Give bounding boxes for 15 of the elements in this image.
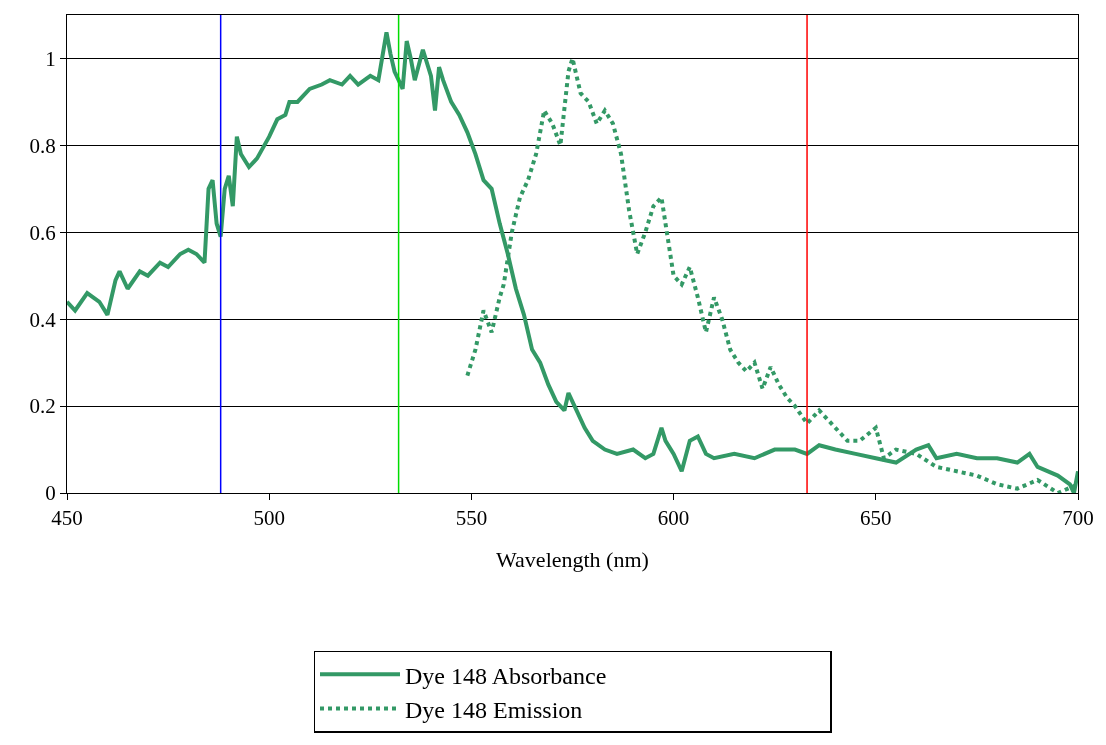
legend-label: Dye 148 Emission [405,696,583,723]
y-tick-label: 0.2 [29,394,56,419]
x-tick-label: 650 [860,506,892,531]
legend-label: Dye 148 Absorbance [405,662,607,689]
x-tick-label: 600 [657,506,690,531]
x-axis-title: Wavelength (nm) [496,547,649,573]
y-tick-label: 0.6 [29,220,56,245]
y-tick-label: 1 [45,46,56,71]
x-tick-label: 500 [253,506,285,531]
x-tick-label: 450 [51,506,83,531]
y-tick-label: 0 [45,481,56,506]
x-tick-label: 700 [1062,506,1094,531]
y-tick-label: 0.8 [29,133,56,158]
y-tick-label: 0.4 [29,307,57,332]
x-tick-label: 550 [455,506,488,531]
